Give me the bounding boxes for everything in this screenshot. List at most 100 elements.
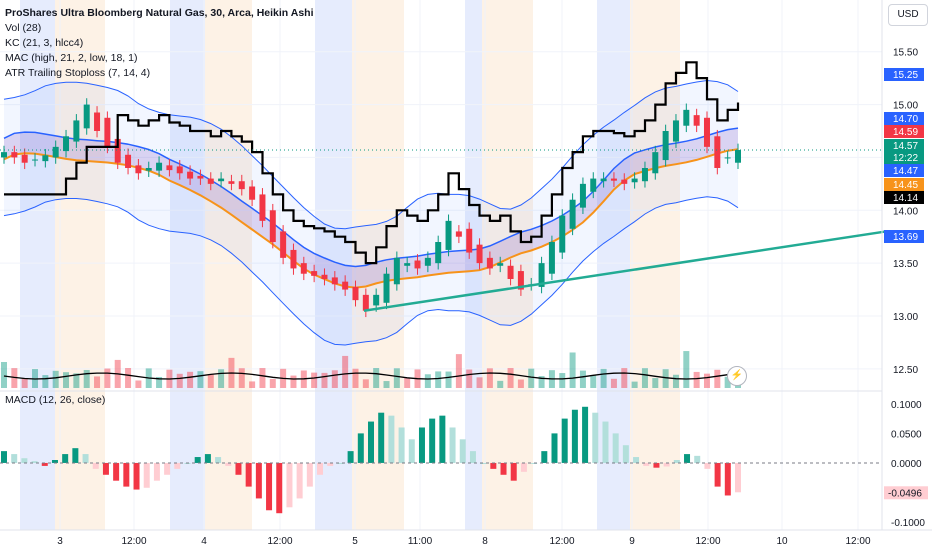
volume-bar [404,377,411,388]
macd-label-text: -0.0496 [888,488,922,499]
volume-bar [610,378,617,388]
indicator-mac[interactable]: MAC (high, 21, 2, low, 18, 1) [5,52,138,64]
volume-bar [631,381,638,388]
macd-bar [480,462,487,464]
volume-bar [476,377,483,388]
macd-bar [449,427,456,463]
macd-bar [41,462,48,466]
currency-button[interactable]: USD [888,4,928,26]
price-label-text: 14.70 [893,114,918,125]
candle [321,274,328,279]
candle [228,181,235,184]
volume-bar [63,372,70,388]
macd-bar [408,439,415,463]
macd-bar [551,433,558,463]
volume-bar [559,373,566,388]
macd-bar [337,462,344,464]
volume-bar [373,368,380,388]
volume-bar [517,379,524,388]
macd-histogram [0,406,882,514]
volume-bar [42,375,49,388]
macd-bar [235,462,242,475]
price-label-pill [884,139,924,152]
candle [238,181,245,190]
price-label-text: 14.47 [893,166,918,177]
price-label-text: 15.25 [893,70,918,81]
macd-bar [673,460,680,463]
candle [145,168,152,171]
candle [373,294,380,306]
macd-bar [347,451,354,463]
candle [393,257,400,285]
candle [176,166,183,174]
volume-bar [197,371,204,388]
macd-bar [633,457,640,463]
volume-bar [342,355,349,388]
volume-bar [600,368,607,388]
candle [672,120,679,142]
macd-bar [357,433,364,463]
candle [269,210,276,242]
macd-bar [327,462,334,466]
macd-bar [204,454,211,463]
indicator-kc[interactable]: KC (21, 3, hlcc4) [5,37,84,49]
volume-bar [445,371,452,388]
indicator-atr[interactable]: ATR Trailing Stoploss (7, 14, 4) [5,67,151,79]
volume-bar [662,369,669,388]
candle [207,178,214,184]
indicator-vol[interactable]: Vol (28) [5,22,42,34]
volume-bar [83,369,90,388]
candle [703,117,710,147]
candle [486,257,493,269]
candle [569,199,576,229]
macd-legend[interactable]: MACD (12, 26, close) [5,394,106,406]
macd-bar [276,462,283,514]
macd-bar [133,462,140,490]
candle [331,277,338,285]
candle [404,263,411,266]
time-tick-label: 4 [201,536,207,547]
candle [466,228,473,253]
keltner-channel [3,79,739,346]
volume-bar [424,374,431,388]
lightning-icon[interactable]: ⚡ [727,366,747,386]
time-tick-label: 12:00 [121,536,146,547]
volume-bar [269,378,276,388]
candle [114,138,121,163]
volume-bar [11,368,18,388]
volume-bar [466,369,473,388]
macd-bar [31,461,38,463]
candle [641,168,648,182]
candle [73,120,80,142]
candle [538,263,545,287]
volume-bar [73,373,80,388]
candle [383,273,390,303]
volume-bar [590,375,597,388]
time-tick-label: 12:00 [845,536,870,547]
candle [352,286,359,301]
volume-bar [497,380,504,388]
volume-bar [672,374,679,388]
volume-bar [362,379,369,388]
session-band [465,0,482,530]
volume-bar [486,368,493,388]
candle [11,152,18,158]
symbol-title[interactable]: ProShares Ultra Bloomberg Natural Gas, 3… [5,7,314,19]
macd-bar [215,457,222,463]
candle [445,220,452,250]
candle [414,260,421,269]
time-tick-label: 12:00 [549,536,574,547]
volume-bar [435,371,442,388]
macd-bar [439,415,446,463]
macd-bar [266,462,273,511]
candle [559,215,566,253]
volume-bar [1,362,7,388]
candle [32,159,39,161]
time-tick-label: 8 [482,536,488,547]
macd-bar [663,462,670,467]
macd-bar [1,451,7,463]
macd-bar [11,454,18,463]
price-label-text: 14.45 [893,180,918,191]
candle [631,178,638,183]
